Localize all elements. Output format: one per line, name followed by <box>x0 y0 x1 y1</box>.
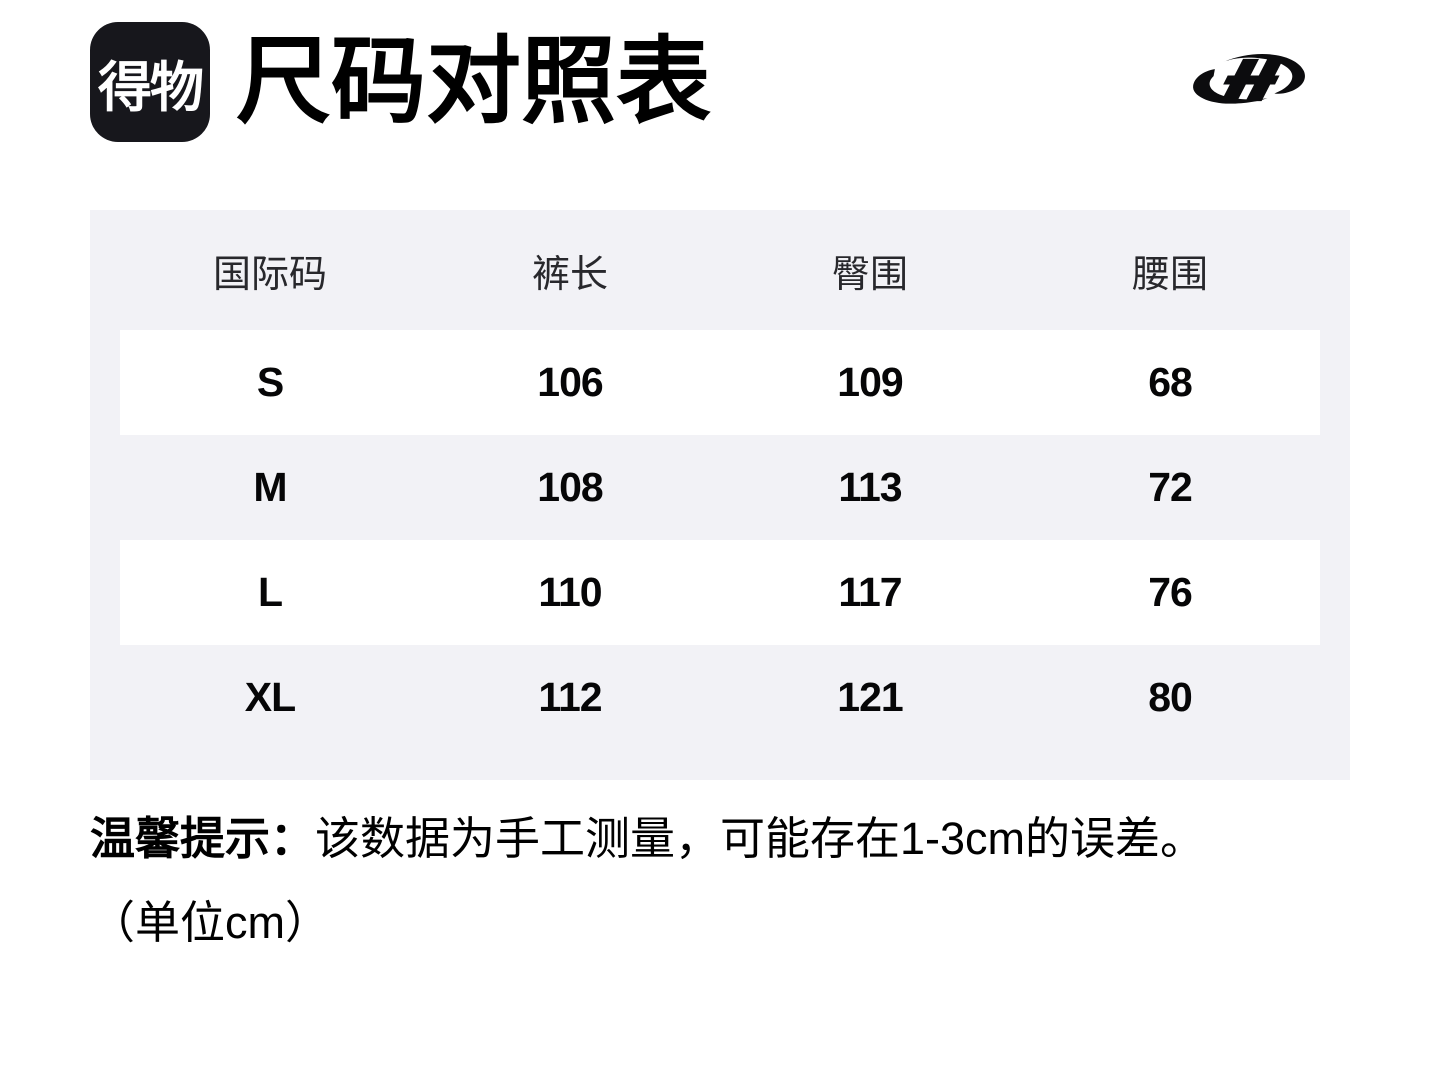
waist-cell: 80 <box>1148 674 1193 720</box>
pant-length-cell: 110 <box>538 569 602 615</box>
column-header-size: 国际码 <box>212 253 327 296</box>
hip-cell: 121 <box>837 674 903 720</box>
dewu-logo-text: 得物 <box>98 57 204 118</box>
note-unit-line: （单位cm） <box>90 897 330 948</box>
waist-cell: 76 <box>1148 569 1193 615</box>
pant-length-cell: 108 <box>537 464 603 510</box>
waist-cell: 68 <box>1148 359 1193 405</box>
table-row: S 106 109 68 <box>120 330 1320 435</box>
column-header-pant-length: 裤长 <box>531 253 608 296</box>
size-cell: XL <box>244 674 296 720</box>
h-swoosh-icon <box>1193 53 1305 104</box>
hip-cell: 113 <box>838 464 902 510</box>
dewu-logo-badge: 得物 <box>90 22 210 142</box>
column-header-hip: 臀围 <box>831 253 908 296</box>
pant-length-cell: 112 <box>538 674 602 720</box>
note-text: 该数据为手工测量，可能存在1-3cm的误差。 <box>315 813 1206 864</box>
note-line-1: 温馨提示：该数据为手工测量，可能存在1-3cm的误差。 <box>90 797 1400 881</box>
hip-cell: 117 <box>838 569 902 615</box>
pant-length-cell: 106 <box>537 359 603 405</box>
size-table: 国际码 裤长 臀围 腰围 S 106 109 68 M 108 113 72 L… <box>120 210 1320 750</box>
note-label: 温馨提示： <box>90 813 316 864</box>
size-cell: L <box>257 569 283 615</box>
table-row: M 108 113 72 <box>120 435 1320 540</box>
table-row: L 110 117 76 <box>120 540 1320 645</box>
table-row: XL 112 121 80 <box>120 645 1320 750</box>
measurement-note: 温馨提示：该数据为手工测量，可能存在1-3cm的误差。 （单位cm） <box>90 797 1400 965</box>
waist-cell: 72 <box>1148 464 1193 510</box>
column-header-waist: 腰围 <box>1131 253 1208 296</box>
hip-cell: 109 <box>837 359 903 405</box>
page-title: 尺码对照表 <box>236 29 712 135</box>
page-header: 得物 尺码对照表 <box>90 22 711 142</box>
size-table-panel: 国际码 裤长 臀围 腰围 S 106 109 68 M 108 113 72 L… <box>90 210 1350 780</box>
size-cell: M <box>253 464 287 510</box>
size-cell: S <box>256 359 284 405</box>
size-table-header-row: 国际码 裤长 臀围 腰围 <box>120 210 1320 330</box>
